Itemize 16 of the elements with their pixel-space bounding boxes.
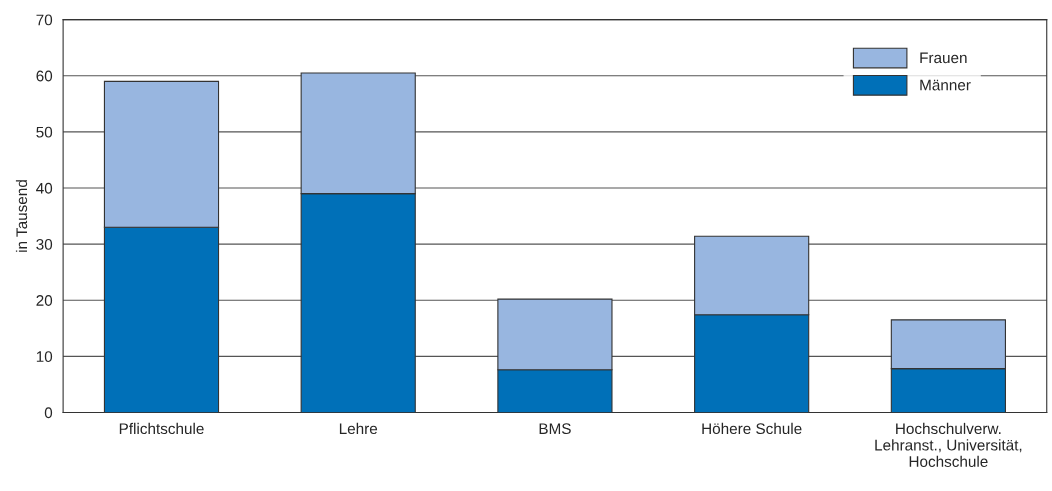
x-tick-label: Lehre: [339, 422, 378, 435]
x-tick-label: Höhere Schule: [702, 422, 802, 435]
y-tick-label: 70: [36, 14, 53, 26]
x-tick-label: Hochschulverw. Lehranst., Universität, Hochschule: [875, 422, 1022, 467]
x-tick-label: Pflichtschule: [119, 422, 204, 435]
y-tick-label: 50: [36, 126, 53, 138]
y-tick-label: 60: [36, 70, 53, 82]
y-tick-label: 30: [36, 238, 53, 250]
y-tick-label: 40: [36, 182, 53, 194]
legend-label: Frauen: [920, 52, 967, 64]
y-tick-label: 10: [36, 351, 53, 363]
y-axis-title: in Tausend: [15, 180, 28, 252]
y-tick-label: 20: [36, 295, 53, 306]
y-tick-label: 0: [44, 407, 53, 419]
x-tick-label: BMS: [539, 423, 571, 435]
legend-label: Männer: [920, 79, 971, 91]
